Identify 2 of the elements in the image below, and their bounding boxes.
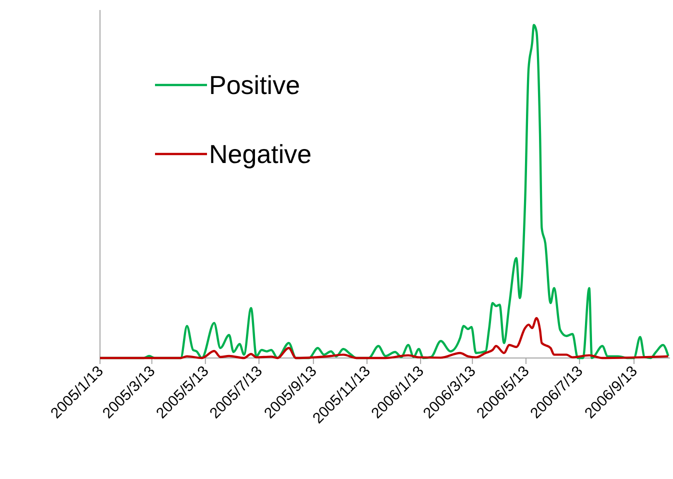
legend-label: Negative (209, 139, 312, 169)
legend-label: Positive (209, 70, 300, 100)
